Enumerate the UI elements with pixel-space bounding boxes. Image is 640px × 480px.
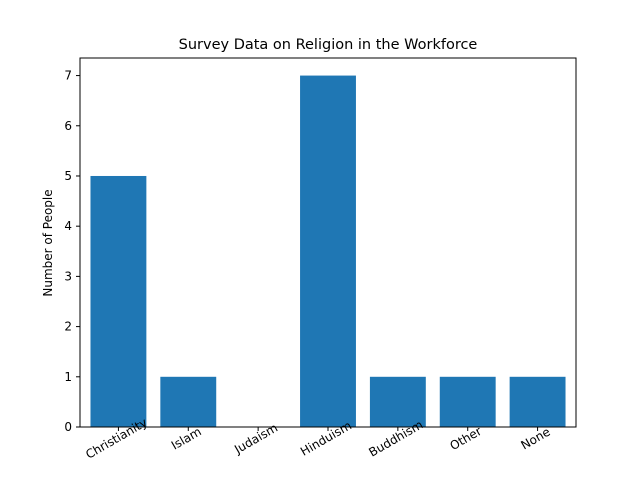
plot-frame xyxy=(79,57,577,428)
bar xyxy=(300,75,356,428)
bar xyxy=(509,376,566,427)
y-tick-label: 3 xyxy=(64,269,72,283)
y-axis-label: Number of People xyxy=(41,189,55,296)
y-axis: 0 1 2 3 4 5 6 7 xyxy=(64,69,80,434)
y-tick-label: 1 xyxy=(64,370,72,384)
y-tick-label: 4 xyxy=(64,219,72,233)
bar xyxy=(160,376,217,427)
bar xyxy=(90,175,147,427)
bar xyxy=(369,376,426,427)
chart-title: Survey Data on Religion in the Workforce xyxy=(179,37,478,53)
y-tick-label: 6 xyxy=(64,119,72,133)
y-tick-label: 5 xyxy=(64,169,72,183)
y-tick-label: 0 xyxy=(64,420,72,434)
bar xyxy=(439,376,496,427)
y-tick-label: 7 xyxy=(64,69,72,83)
y-tick-label: 2 xyxy=(64,320,72,334)
bars-layer xyxy=(90,75,566,428)
